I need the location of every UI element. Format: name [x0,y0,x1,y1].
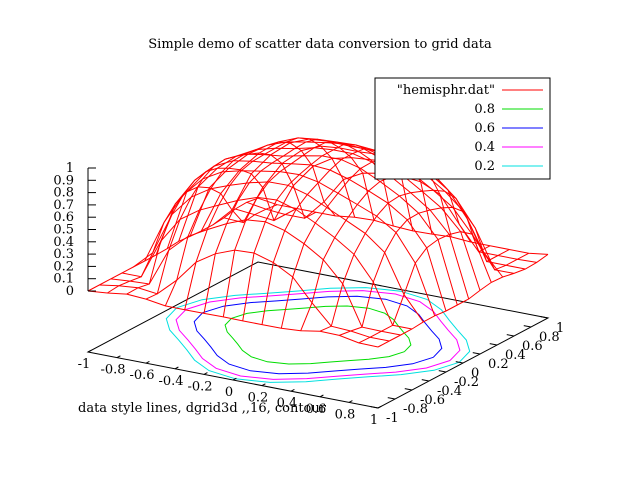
y-tick-label: 0.6 [522,339,543,354]
x-tick-label: 0.6 [306,402,327,417]
z-tick-label: 0.1 [53,272,74,287]
surface-line [223,145,515,274]
z-tick-label: 0.7 [53,198,74,213]
y-tick-mark [489,343,498,346]
x-tick-label: 1 [370,413,378,428]
y-tick-mark [421,379,430,382]
x-tick-mark [290,388,295,392]
y-tick-label: -0.6 [420,393,445,408]
x-axis-label: data style lines, dgrid3d ,,16, contour [78,401,327,416]
x-tick-label: 0.8 [335,407,356,422]
x-tick-mark [232,377,237,381]
x-tick-label: -0.8 [100,363,125,378]
surface-line [164,141,336,307]
z-tick-label: 1 [66,161,74,176]
surface-line [87,197,259,292]
x-tick-label: -1 [78,357,91,372]
y-tick-mark [387,397,396,400]
legend-label: 0.4 [474,140,495,155]
contour-lines [165,287,471,383]
axis-ticks: -1 -0.8 -0.6 -0.4 -0.2 0 0.2 0.4 0.6 0.8 1 -1-0.8-0… [53,161,564,428]
surface-line [166,153,458,306]
surface-line [87,290,379,348]
z-tick-label: 0.4 [53,235,74,250]
y-tick-label: 1 [556,321,564,336]
surface-line [145,152,317,300]
x-tick-mark [203,372,208,375]
y-tick-mark [540,316,549,319]
z-tick-label: 0.8 [53,186,74,201]
surface-line [212,138,504,278]
surface-line [377,253,549,348]
y-tick-label: 0.8 [539,330,560,345]
z-tick-label: 0.9 [53,173,74,188]
surface-line [99,249,390,342]
surface-line [257,197,549,255]
y-tick-mark [455,361,464,364]
x-tick-mark [87,349,92,353]
chart-title: Simple demo of scatter data conversion t… [148,37,492,52]
x-tick-mark [319,394,324,398]
y-tick-label: -1 [386,411,399,426]
x-tick-mark [348,400,353,403]
contour-0.4 [175,290,461,380]
y-tick-mark [472,352,481,355]
z-tick-label: 0.5 [53,223,74,238]
surface-line [358,231,529,344]
surface-line [178,147,470,300]
z-tick-label: 0.3 [53,247,74,262]
contour-0.6 [193,295,443,375]
legend-label: 0.6 [474,121,495,136]
y-tick-label: -0.8 [403,402,428,417]
x-tick-label: -0.4 [158,374,183,389]
y-tick-label: -0.2 [454,375,479,390]
x-tick-mark [174,366,179,370]
z-tick-label: 0.2 [53,259,74,274]
surface-line [203,138,375,314]
y-tick-label: -0.4 [437,384,462,399]
surface-line [222,141,394,317]
x-tick-mark [145,360,150,364]
surface-line [184,137,356,310]
x-tick-label: -0.2 [187,379,212,394]
y-tick-label: 0 [471,366,479,381]
y-tick-label: 0.2 [488,357,509,372]
surface-line [121,196,413,330]
x-tick-mark [261,383,266,387]
x-tick-label: 0 [225,385,233,400]
legend: "hemisphr.dat" 0.8 0.6 0.4 0.2 [374,77,551,180]
surface-line [110,219,401,336]
y-tick-mark [523,325,532,328]
contour-0.8 [224,305,412,365]
x-tick-label: 0.2 [248,391,269,406]
y-tick-mark [438,370,447,373]
x-tick-mark [116,355,121,359]
y-tick-mark [404,388,413,391]
legend-label: 0.8 [474,102,495,117]
legend-label: "hemisphr.dat" [397,83,495,98]
y-tick-mark [506,334,515,337]
surface-line [126,167,297,295]
x-tick-mark [377,405,382,409]
x-tick-label: -0.6 [129,368,154,383]
legend-label: 0.2 [474,159,495,174]
y-tick-mark [370,406,379,409]
z-tick-label: 0 [66,284,74,299]
y-tick-label: 0.4 [505,348,526,363]
surface-line [107,186,278,294]
surface-line [339,206,510,336]
z-tick-label: 0.6 [53,210,74,225]
x-tick-label: 0.4 [277,396,298,411]
